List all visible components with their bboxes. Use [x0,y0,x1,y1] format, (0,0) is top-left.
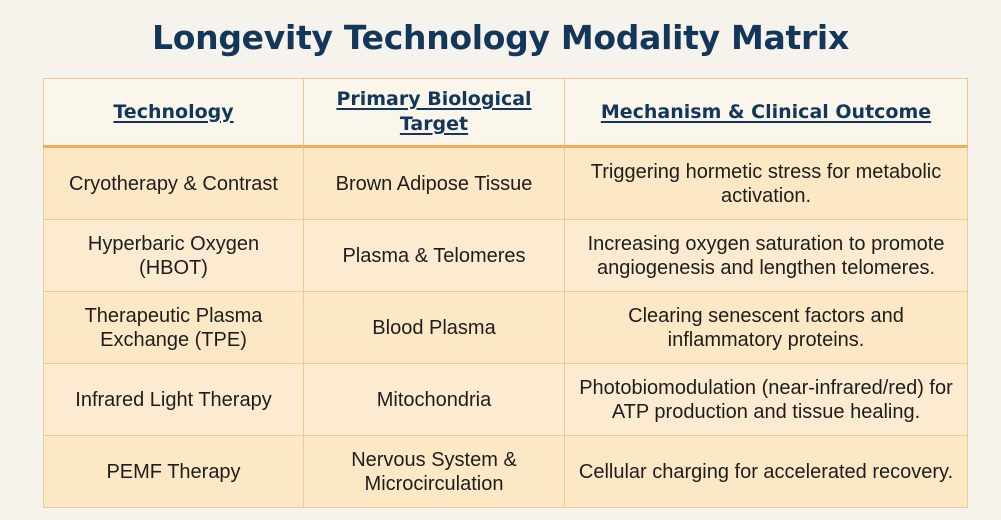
table-row: Therapeutic Plasma Exchange (TPE) Blood … [43,291,968,365]
column-header-label: Technology [113,100,234,123]
column-header-label: Primary Biological Target [336,88,532,135]
mechanism-cell: Increasing oxygen saturation to promote … [564,219,968,293]
target-cell: Blood Plasma [303,291,565,365]
technology-cell: PEMF Therapy [43,435,304,508]
table-header-row: Technology Primary Biological Target Mec… [43,78,968,148]
technology-cell: Therapeutic Plasma Exchange (TPE) [43,291,304,365]
target-cell: Nervous System & Microcirculation [303,435,565,508]
target-cell: Plasma & Telomeres [303,219,565,293]
table-row: Infrared Light Therapy Mitochondria Phot… [43,363,968,437]
column-header-technology: Technology [43,78,304,148]
target-cell: Brown Adipose Tissue [303,145,565,221]
table-row: Cryotherapy & Contrast Brown Adipose Tis… [43,145,968,221]
technology-cell: Cryotherapy & Contrast [43,145,304,221]
column-header-mechanism: Mechanism & Clinical Outcome [564,78,968,148]
target-cell: Mitochondria [303,363,565,437]
mechanism-cell: Cellular charging for accelerated recove… [564,435,968,508]
table-row: Hyperbaric Oxygen (HBOT) Plasma & Telome… [43,219,968,293]
technology-cell: Infrared Light Therapy [43,363,304,437]
mechanism-cell: Clearing senescent factors and inflammat… [564,291,968,365]
column-header-target: Primary Biological Target [303,78,565,148]
mechanism-cell: Photobiomodulation (near-infrared/red) f… [564,363,968,437]
technology-cell: Hyperbaric Oxygen (HBOT) [43,219,304,293]
column-header-label: Mechanism & Clinical Outcome [600,100,932,123]
mechanism-cell: Triggering hormetic stress for metabolic… [564,145,968,221]
page-title: Longevity Technology Modality Matrix [152,18,849,57]
modality-matrix-table: Technology Primary Biological Target Mec… [43,78,968,508]
table-row: PEMF Therapy Nervous System & Microcircu… [43,435,968,508]
